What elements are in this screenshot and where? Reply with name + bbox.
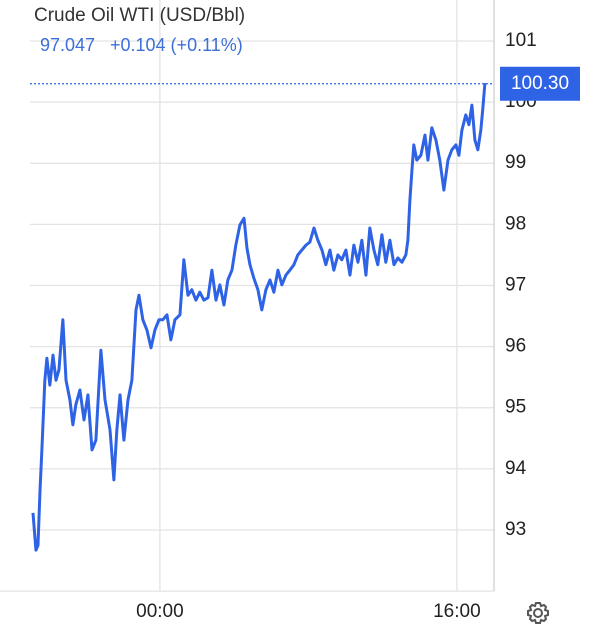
x-tick-label: 00:00 [136, 601, 184, 622]
y-tick-label: 99 [505, 152, 526, 173]
grid-layer [0, 0, 495, 592]
y-tick-label: 94 [505, 458, 527, 479]
last-price-box [500, 66, 580, 101]
chart-title: Crude Oil WTI (USD/Bbl) [34, 5, 245, 26]
last-price-label: 100.30 [511, 73, 569, 94]
y-tick-label: 97 [505, 274, 526, 295]
marks-layer [30, 83, 494, 552]
y-tick-label: 96 [505, 336, 526, 357]
x-tick-label: 16:00 [433, 601, 481, 622]
change: +0.104 (+0.11%) [110, 35, 243, 55]
y-tick-label: 98 [505, 213, 526, 234]
price-line [31, 83, 487, 552]
gear-hub [533, 608, 543, 618]
y-tick-label: 95 [505, 397, 526, 418]
price: 97.047 [40, 35, 95, 55]
y-tick-label: 93 [505, 519, 526, 540]
settings-icon[interactable] [527, 602, 549, 624]
gear-outline [527, 602, 549, 624]
y-tick-label: 101 [505, 30, 537, 51]
